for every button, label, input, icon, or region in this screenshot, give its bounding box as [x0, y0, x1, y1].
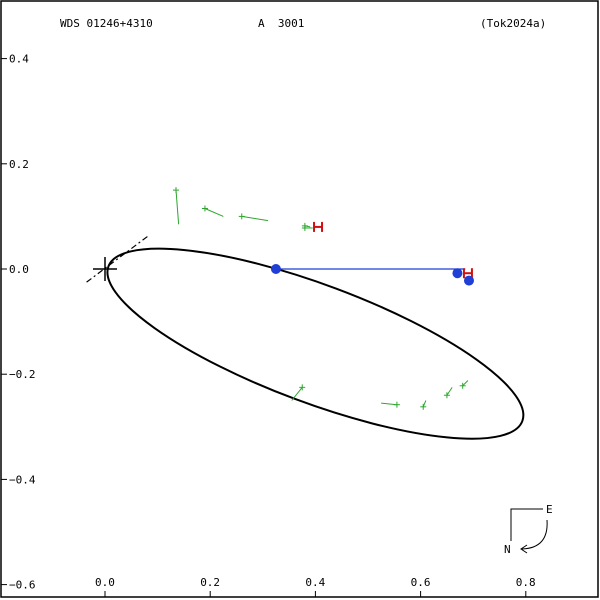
y-tick-label: 0.2 — [9, 158, 29, 171]
y-tick-label: −0.4 — [9, 473, 36, 486]
measure-residual — [291, 387, 303, 401]
orbit-layer — [86, 234, 525, 440]
axis-ticks: 0.0 0.2 0.4 0.6 0.8 0.4 0.2 0.0 −0.2 −0.4 −0.6 — [1, 53, 536, 597]
compass-north-label: N — [504, 543, 511, 556]
blue-point — [452, 268, 463, 279]
x-tick-label: 0.4 — [305, 576, 325, 589]
measure-residual — [175, 190, 180, 225]
orbit-ref-label: (Tok2024a) — [480, 17, 546, 30]
blue-point — [270, 264, 281, 274]
markers-layer — [270, 221, 474, 286]
measures-layer — [173, 187, 469, 410]
x-tick-label: 0.6 — [411, 576, 431, 589]
compass-east-label: E — [546, 503, 553, 516]
y-tick-label: 0.0 — [9, 263, 29, 276]
x-tick-label: 0.2 — [200, 576, 220, 589]
wds-id-label: WDS 01246+4310 — [60, 17, 153, 30]
measure-residual — [462, 380, 469, 387]
x-tick-label: 0.8 — [516, 576, 536, 589]
y-tick-label: −0.2 — [9, 368, 36, 381]
measure-residual — [446, 387, 453, 396]
compass-arms — [510, 508, 543, 541]
compass-rotation-arrow — [521, 519, 548, 550]
measure-residual — [204, 208, 224, 217]
y-tick-label: −0.6 — [9, 579, 36, 592]
orbit-ellipse — [106, 247, 525, 440]
discoverer-label: A 3001 — [258, 17, 304, 30]
compass-arrowhead — [520, 544, 528, 554]
y-tick-label: 0.4 — [9, 53, 29, 66]
x-tick-label: 0.0 — [95, 576, 115, 589]
compass: E N — [504, 503, 553, 556]
measure-residual — [241, 215, 269, 222]
line-of-nodes — [86, 234, 151, 283]
blue-point — [463, 275, 474, 286]
